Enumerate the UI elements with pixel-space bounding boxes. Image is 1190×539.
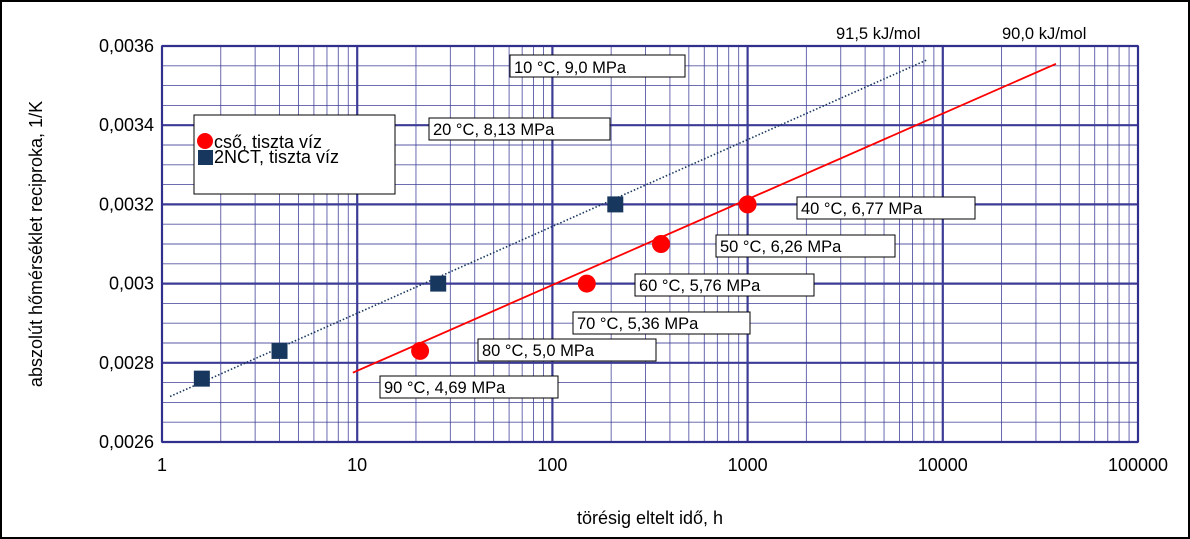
annotation-90c: 90 °C, 4,69 MPa: [384, 379, 506, 397]
x-tick-label: 10000: [918, 455, 968, 475]
y-tick-label: 0,003: [109, 274, 154, 294]
annotation-80c: 80 °C, 5,0 MPa: [482, 342, 595, 360]
data-point-circle: [411, 342, 429, 360]
data-point-square: [194, 371, 210, 387]
y-axis-title: abszolút hőmérséklet reciproka, 1/K: [26, 101, 46, 387]
data-point-circle: [578, 275, 596, 293]
x-tick-label: 1000: [728, 455, 768, 475]
data-point-circle: [739, 195, 757, 213]
data-point-square: [430, 276, 446, 292]
legend-marker-square: [198, 150, 213, 165]
activation-energy-label-cso: 90,0 kJ/mol: [1002, 25, 1086, 43]
plot-area: [162, 46, 1138, 442]
x-tick-label: 100000: [1108, 455, 1168, 475]
y-tick-label: 0,0026: [99, 432, 154, 452]
legend-label-cso: cső, tiszta víz: [214, 132, 322, 152]
x-tick-label: 100: [537, 455, 567, 475]
annotation-40c: 40 °C, 6,77 MPa: [801, 200, 923, 218]
data-point-square: [272, 343, 288, 359]
y-tick-label: 0,0028: [99, 353, 154, 373]
x-tick-label: 1: [157, 455, 167, 475]
annotation-50c: 50 °C, 6,26 MPa: [720, 238, 842, 256]
activation-energy-label-2nct: 91,5 kJ/mol: [836, 25, 920, 43]
data-point-circle: [652, 235, 670, 253]
legend-marker-circle: [197, 133, 213, 149]
x-tick-label: 10: [347, 455, 367, 475]
y-tick-label: 0,0032: [99, 194, 154, 214]
y-tick-label: 0,0036: [99, 36, 154, 56]
annotation-70c: 70 °C, 5,36 MPa: [577, 315, 699, 333]
annotation-10c: 10 °C, 9,0 MPa: [514, 59, 627, 77]
grid-minor: [162, 46, 1138, 442]
y-tick-label: 0,0034: [99, 115, 154, 135]
x-axis-title: törésig eltelt idő, h: [577, 508, 723, 528]
legend: 2NCT, tiszta víz cső, tiszta víz: [194, 115, 395, 194]
annotation-20c: 20 °C, 8,13 MPa: [433, 121, 555, 139]
data-point-square: [607, 196, 623, 212]
annotation-60c: 60 °C, 5,76 MPa: [639, 277, 761, 295]
